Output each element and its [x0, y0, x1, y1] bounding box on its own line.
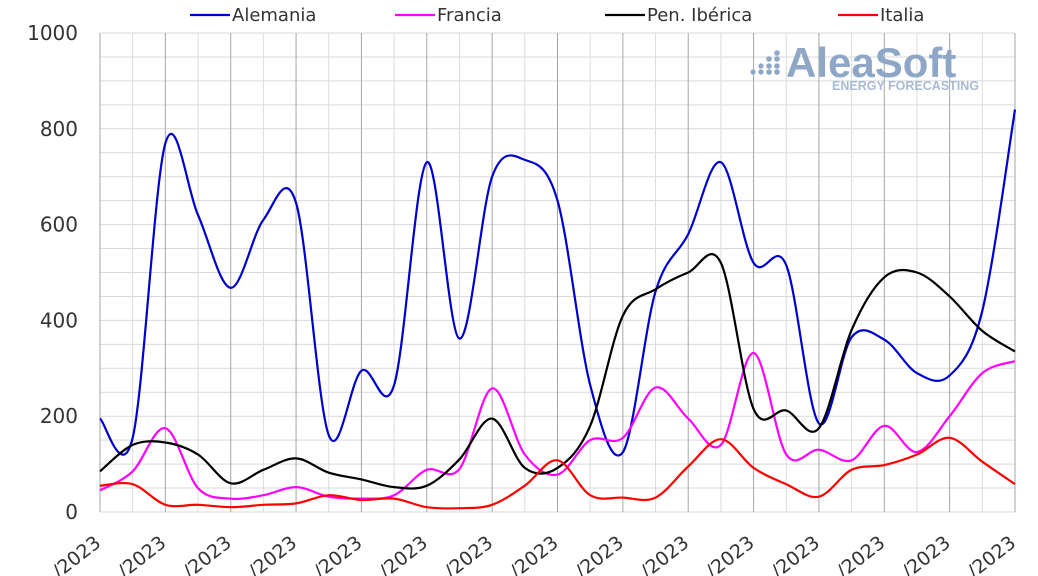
legend-label-francia: Francia [437, 5, 502, 26]
series-line-pen-ib-rica [99, 253, 1016, 490]
y-tick-label: 800 [40, 117, 78, 141]
aleasoft-logo: AleaSoft ENERGY FORECASTING [750, 39, 979, 93]
x-tick-label: /2023 [898, 532, 955, 576]
x-tick-label: /2023 [244, 532, 301, 576]
legend-label-pen-ib-rica: Pen. Ibérica [647, 5, 752, 26]
x-tick-label: /2023 [963, 532, 1020, 576]
y-tick-label: 600 [40, 213, 78, 237]
series-line-italia [99, 436, 1016, 510]
x-tick-label: /2023 [48, 532, 105, 576]
legend-label-italia: Italia [880, 5, 924, 26]
logo-dots-icon [750, 50, 780, 75]
x-axis-ticks: /2023/2023/2023/2023/2023/2023/2023/2023… [48, 532, 1020, 576]
x-tick-label: /2023 [506, 532, 563, 576]
grid-lines [99, 32, 1016, 513]
x-tick-label: /2023 [637, 532, 694, 576]
watermark-brand: AleaSoft [786, 39, 956, 86]
y-tick-label: 0 [65, 500, 78, 524]
x-tick-label: /2023 [375, 532, 432, 576]
y-axis-ticks: 0 200 400 600 800 1000 [27, 21, 78, 524]
legend-label-alemania: Alemania [232, 5, 316, 26]
x-tick-label: /2023 [441, 532, 498, 576]
y-tick-label: 400 [40, 308, 78, 332]
x-tick-label: /2023 [767, 532, 824, 576]
y-tick-label: 200 [40, 404, 78, 428]
x-tick-label: /2023 [833, 532, 890, 576]
x-tick-label: /2023 [114, 532, 171, 576]
x-tick-label: /2023 [179, 532, 236, 576]
legend: Alemania Francia Pen. Ibérica Italia [190, 5, 924, 26]
x-tick-label: /2023 [310, 532, 367, 576]
watermark-tagline: ENERGY FORECASTING [832, 79, 979, 93]
x-tick-label: /2023 [702, 532, 759, 576]
y-tick-label: 1000 [27, 21, 78, 45]
series-line-alemania [99, 109, 1017, 457]
series-line-francia [99, 351, 1016, 500]
x-tick-label: /2023 [571, 532, 628, 576]
series-lines [99, 109, 1017, 510]
